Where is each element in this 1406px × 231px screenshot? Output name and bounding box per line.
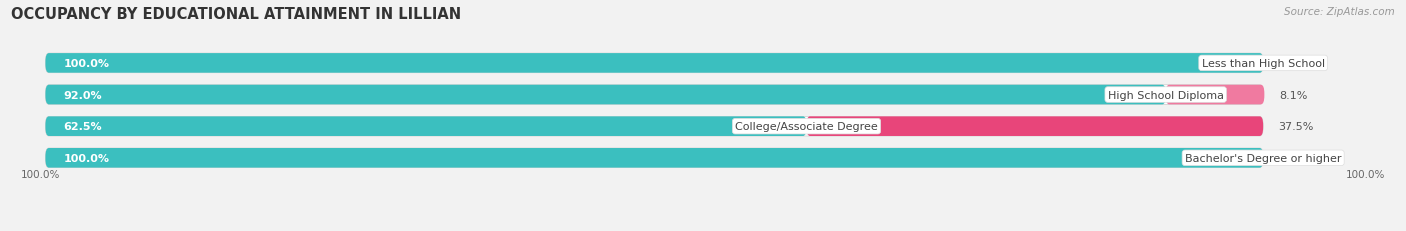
FancyBboxPatch shape xyxy=(45,54,1263,73)
Text: 0.0%: 0.0% xyxy=(1278,59,1306,69)
Text: 92.0%: 92.0% xyxy=(63,90,103,100)
Text: 100.0%: 100.0% xyxy=(63,153,110,163)
FancyBboxPatch shape xyxy=(1166,85,1264,105)
Text: 100.0%: 100.0% xyxy=(21,170,60,179)
FancyBboxPatch shape xyxy=(45,117,807,136)
FancyBboxPatch shape xyxy=(45,54,1263,73)
Text: Less than High School: Less than High School xyxy=(1202,59,1324,69)
Text: 62.5%: 62.5% xyxy=(63,122,103,132)
Text: Bachelor's Degree or higher: Bachelor's Degree or higher xyxy=(1185,153,1341,163)
Text: High School Diploma: High School Diploma xyxy=(1108,90,1223,100)
Text: 0.0%: 0.0% xyxy=(1278,153,1306,163)
Text: 37.5%: 37.5% xyxy=(1278,122,1313,132)
FancyBboxPatch shape xyxy=(45,85,1263,105)
Text: College/Associate Degree: College/Associate Degree xyxy=(735,122,877,132)
Text: 8.1%: 8.1% xyxy=(1279,90,1308,100)
Text: 100.0%: 100.0% xyxy=(63,59,110,69)
FancyBboxPatch shape xyxy=(807,117,1263,136)
FancyBboxPatch shape xyxy=(45,148,1263,168)
Text: OCCUPANCY BY EDUCATIONAL ATTAINMENT IN LILLIAN: OCCUPANCY BY EDUCATIONAL ATTAINMENT IN L… xyxy=(11,7,461,22)
FancyBboxPatch shape xyxy=(45,85,1166,105)
Text: Source: ZipAtlas.com: Source: ZipAtlas.com xyxy=(1284,7,1395,17)
Text: 100.0%: 100.0% xyxy=(1346,170,1385,179)
FancyBboxPatch shape xyxy=(45,117,1263,136)
FancyBboxPatch shape xyxy=(45,148,1263,168)
